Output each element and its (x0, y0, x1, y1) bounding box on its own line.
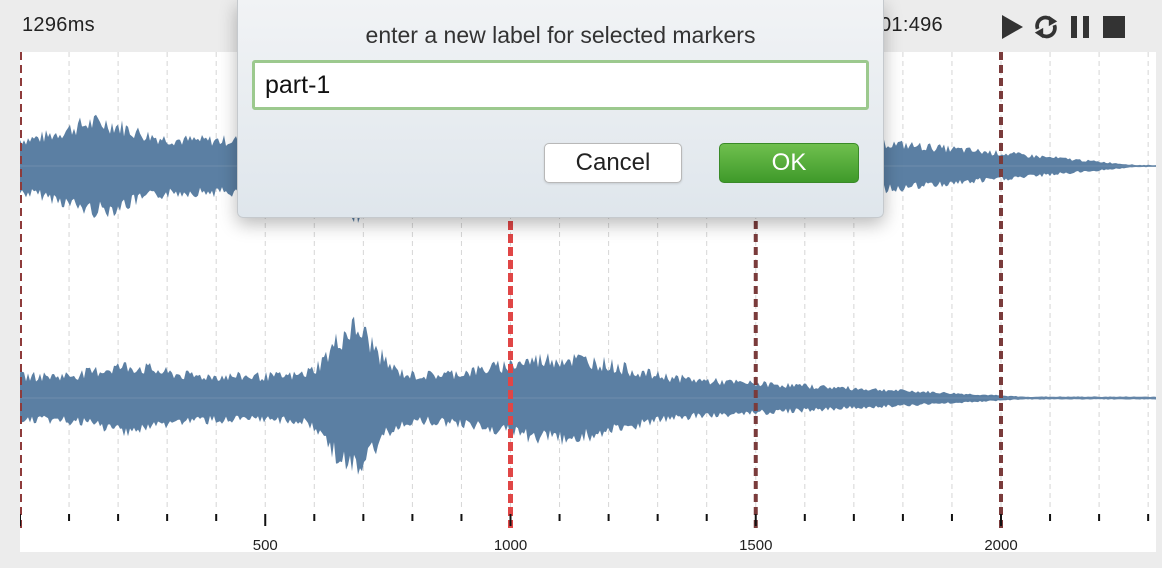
play-button[interactable] (998, 12, 1026, 42)
label-input[interactable] (252, 60, 869, 110)
waveform-channel-2 (20, 316, 1156, 475)
axis-tick-label: 1500 (739, 537, 772, 552)
ok-button[interactable]: OK (719, 143, 859, 183)
stop-icon (1103, 16, 1125, 38)
pause-button[interactable] (1066, 12, 1094, 42)
cursor-time: 1296ms (22, 14, 95, 36)
cancel-button[interactable]: Cancel (544, 143, 682, 183)
axis-tick-label: 500 (253, 537, 278, 552)
play-icon (1002, 15, 1023, 39)
axis-tick-label: 2000 (984, 537, 1017, 552)
playback-time: 01:496 (880, 14, 943, 36)
stop-button[interactable] (1100, 12, 1128, 42)
loop-icon (1034, 15, 1058, 39)
axis-tick-label: 1000 (494, 537, 527, 552)
transport-bar: 1296ms 01:496 (0, 0, 1162, 52)
dialog-title: enter a new label for selected markers (365, 22, 756, 48)
playback-controls (998, 12, 1128, 42)
loop-button[interactable] (1032, 12, 1060, 42)
label-dialog: enter a new label for selected markers C… (237, 0, 884, 218)
pause-icon (1071, 16, 1089, 38)
